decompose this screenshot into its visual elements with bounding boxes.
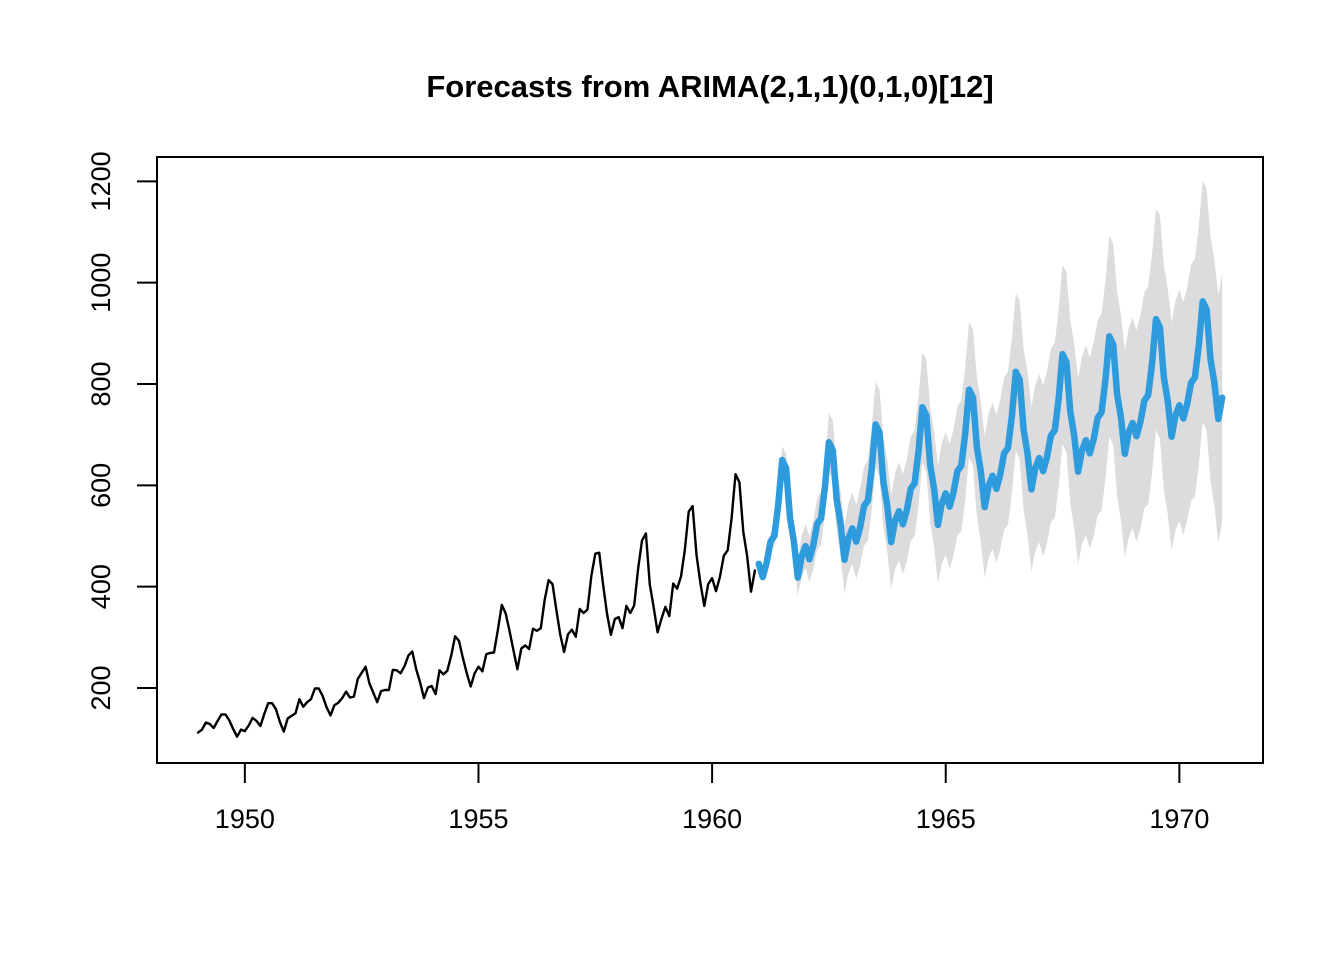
x-tick-label: 1960 — [682, 804, 742, 834]
x-tick-label: 1950 — [215, 804, 275, 834]
observed-line — [196, 473, 757, 738]
series-layer — [196, 298, 1226, 738]
forecast-mean-line — [755, 298, 1226, 581]
prediction-interval-band — [758, 180, 1223, 597]
plot-border — [156, 156, 1264, 764]
x-tick-label: 1965 — [916, 804, 976, 834]
y-tick-label: 600 — [86, 463, 116, 508]
y-tick-label: 400 — [86, 564, 116, 609]
prediction-interval-layer — [758, 180, 1223, 597]
y-tick-label: 200 — [86, 665, 116, 710]
chart-title: Forecasts from ARIMA(2,1,1)(0,1,0)[12] — [426, 69, 993, 104]
y-tick-label: 800 — [86, 361, 116, 406]
y-tick-label: 1200 — [86, 151, 116, 211]
y-tick-label: 1000 — [86, 253, 116, 313]
x-tick-label: 1970 — [1149, 804, 1209, 834]
axes-layer: 1950 1955 1960 1965 1970 200 400 600 800 1000 1200 — [86, 151, 1209, 834]
x-tick-label: 1955 — [448, 804, 508, 834]
